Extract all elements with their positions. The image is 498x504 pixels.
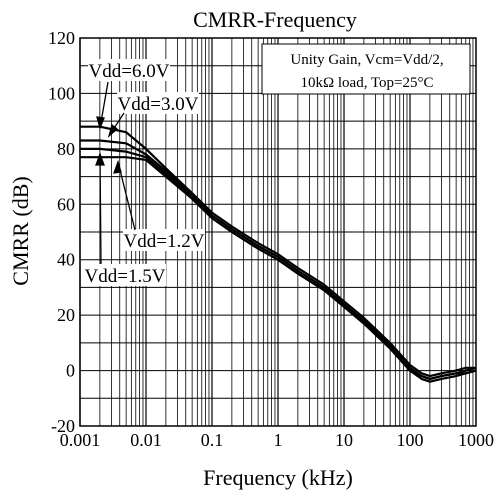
series-label-vdd-3v: Vdd=3.0V bbox=[118, 94, 199, 115]
arrow-1-5v bbox=[99, 153, 102, 265]
plot-frame bbox=[79, 37, 477, 427]
arrow-1-2v-head bbox=[113, 159, 122, 174]
annotation-box-frame bbox=[261, 43, 471, 95]
series-line-0 bbox=[80, 125, 476, 378]
x-tick-label: 0.001 bbox=[60, 430, 101, 450]
series-label-vdd-1-5v: Vdd=1.5V bbox=[85, 266, 166, 287]
y-tick-label: 100 bbox=[48, 83, 75, 103]
x-tick-label: 1000 bbox=[458, 430, 494, 450]
y-tick-label: 80 bbox=[57, 139, 75, 159]
y-tick-label: 60 bbox=[57, 194, 75, 214]
x-axis-label: Frequency (kHz) bbox=[203, 465, 353, 490]
y-tick-label: 40 bbox=[57, 250, 75, 270]
x-tick-label: 10 bbox=[335, 430, 353, 450]
arrow-3v-head bbox=[107, 123, 119, 138]
x-tick-label: 0.1 bbox=[201, 430, 224, 450]
tick-labels: 0.001 0.01 0.1 1 10 100 1000 120 100 80 60 40 20 0 -20 bbox=[48, 28, 494, 450]
arrow-1-2v bbox=[117, 161, 136, 231]
y-tick-label: 120 bbox=[48, 28, 75, 48]
series-line-3 bbox=[80, 156, 477, 380]
y-tick-label: 0 bbox=[66, 361, 75, 381]
series-label-bg-1-2v bbox=[123, 229, 205, 251]
series-label-vdd-1-2v: Vdd=1.2V bbox=[124, 231, 205, 252]
annotation-line-1: Unity Gain, Vcm=Vdd/2, bbox=[290, 52, 443, 68]
x-tick-label: 0.01 bbox=[130, 430, 162, 450]
chart-title: CMRR-Frequency bbox=[193, 7, 357, 32]
series-label-bg-6v bbox=[88, 59, 170, 81]
y-axis-label: CMRR (dB) bbox=[8, 176, 33, 285]
series-label-bg-3v bbox=[117, 92, 199, 114]
y-tick-label: 20 bbox=[57, 305, 75, 325]
annotation-box: Unity Gain, Vcm=Vdd/2, 10kΩ load, Top=25… bbox=[261, 43, 471, 95]
series-label-bg-1-5v bbox=[84, 264, 166, 286]
series-label-vdd-6v: Vdd=6.0V bbox=[89, 61, 170, 82]
annotation-line-2: 10kΩ load, Top=25°C bbox=[300, 75, 433, 91]
series-lines bbox=[80, 125, 477, 383]
y-tick-label: -20 bbox=[51, 416, 75, 436]
arrow-1-5v-head bbox=[95, 152, 105, 166]
series-arrows bbox=[95, 81, 136, 265]
series-labels: Vdd=6.0V Vdd=3.0V Vdd=1.2V Vdd=1.5V bbox=[84, 59, 205, 287]
arrow-6v-head bbox=[96, 116, 105, 131]
x-tick-label: 100 bbox=[397, 430, 424, 450]
x-tick-label: 1 bbox=[274, 430, 283, 450]
